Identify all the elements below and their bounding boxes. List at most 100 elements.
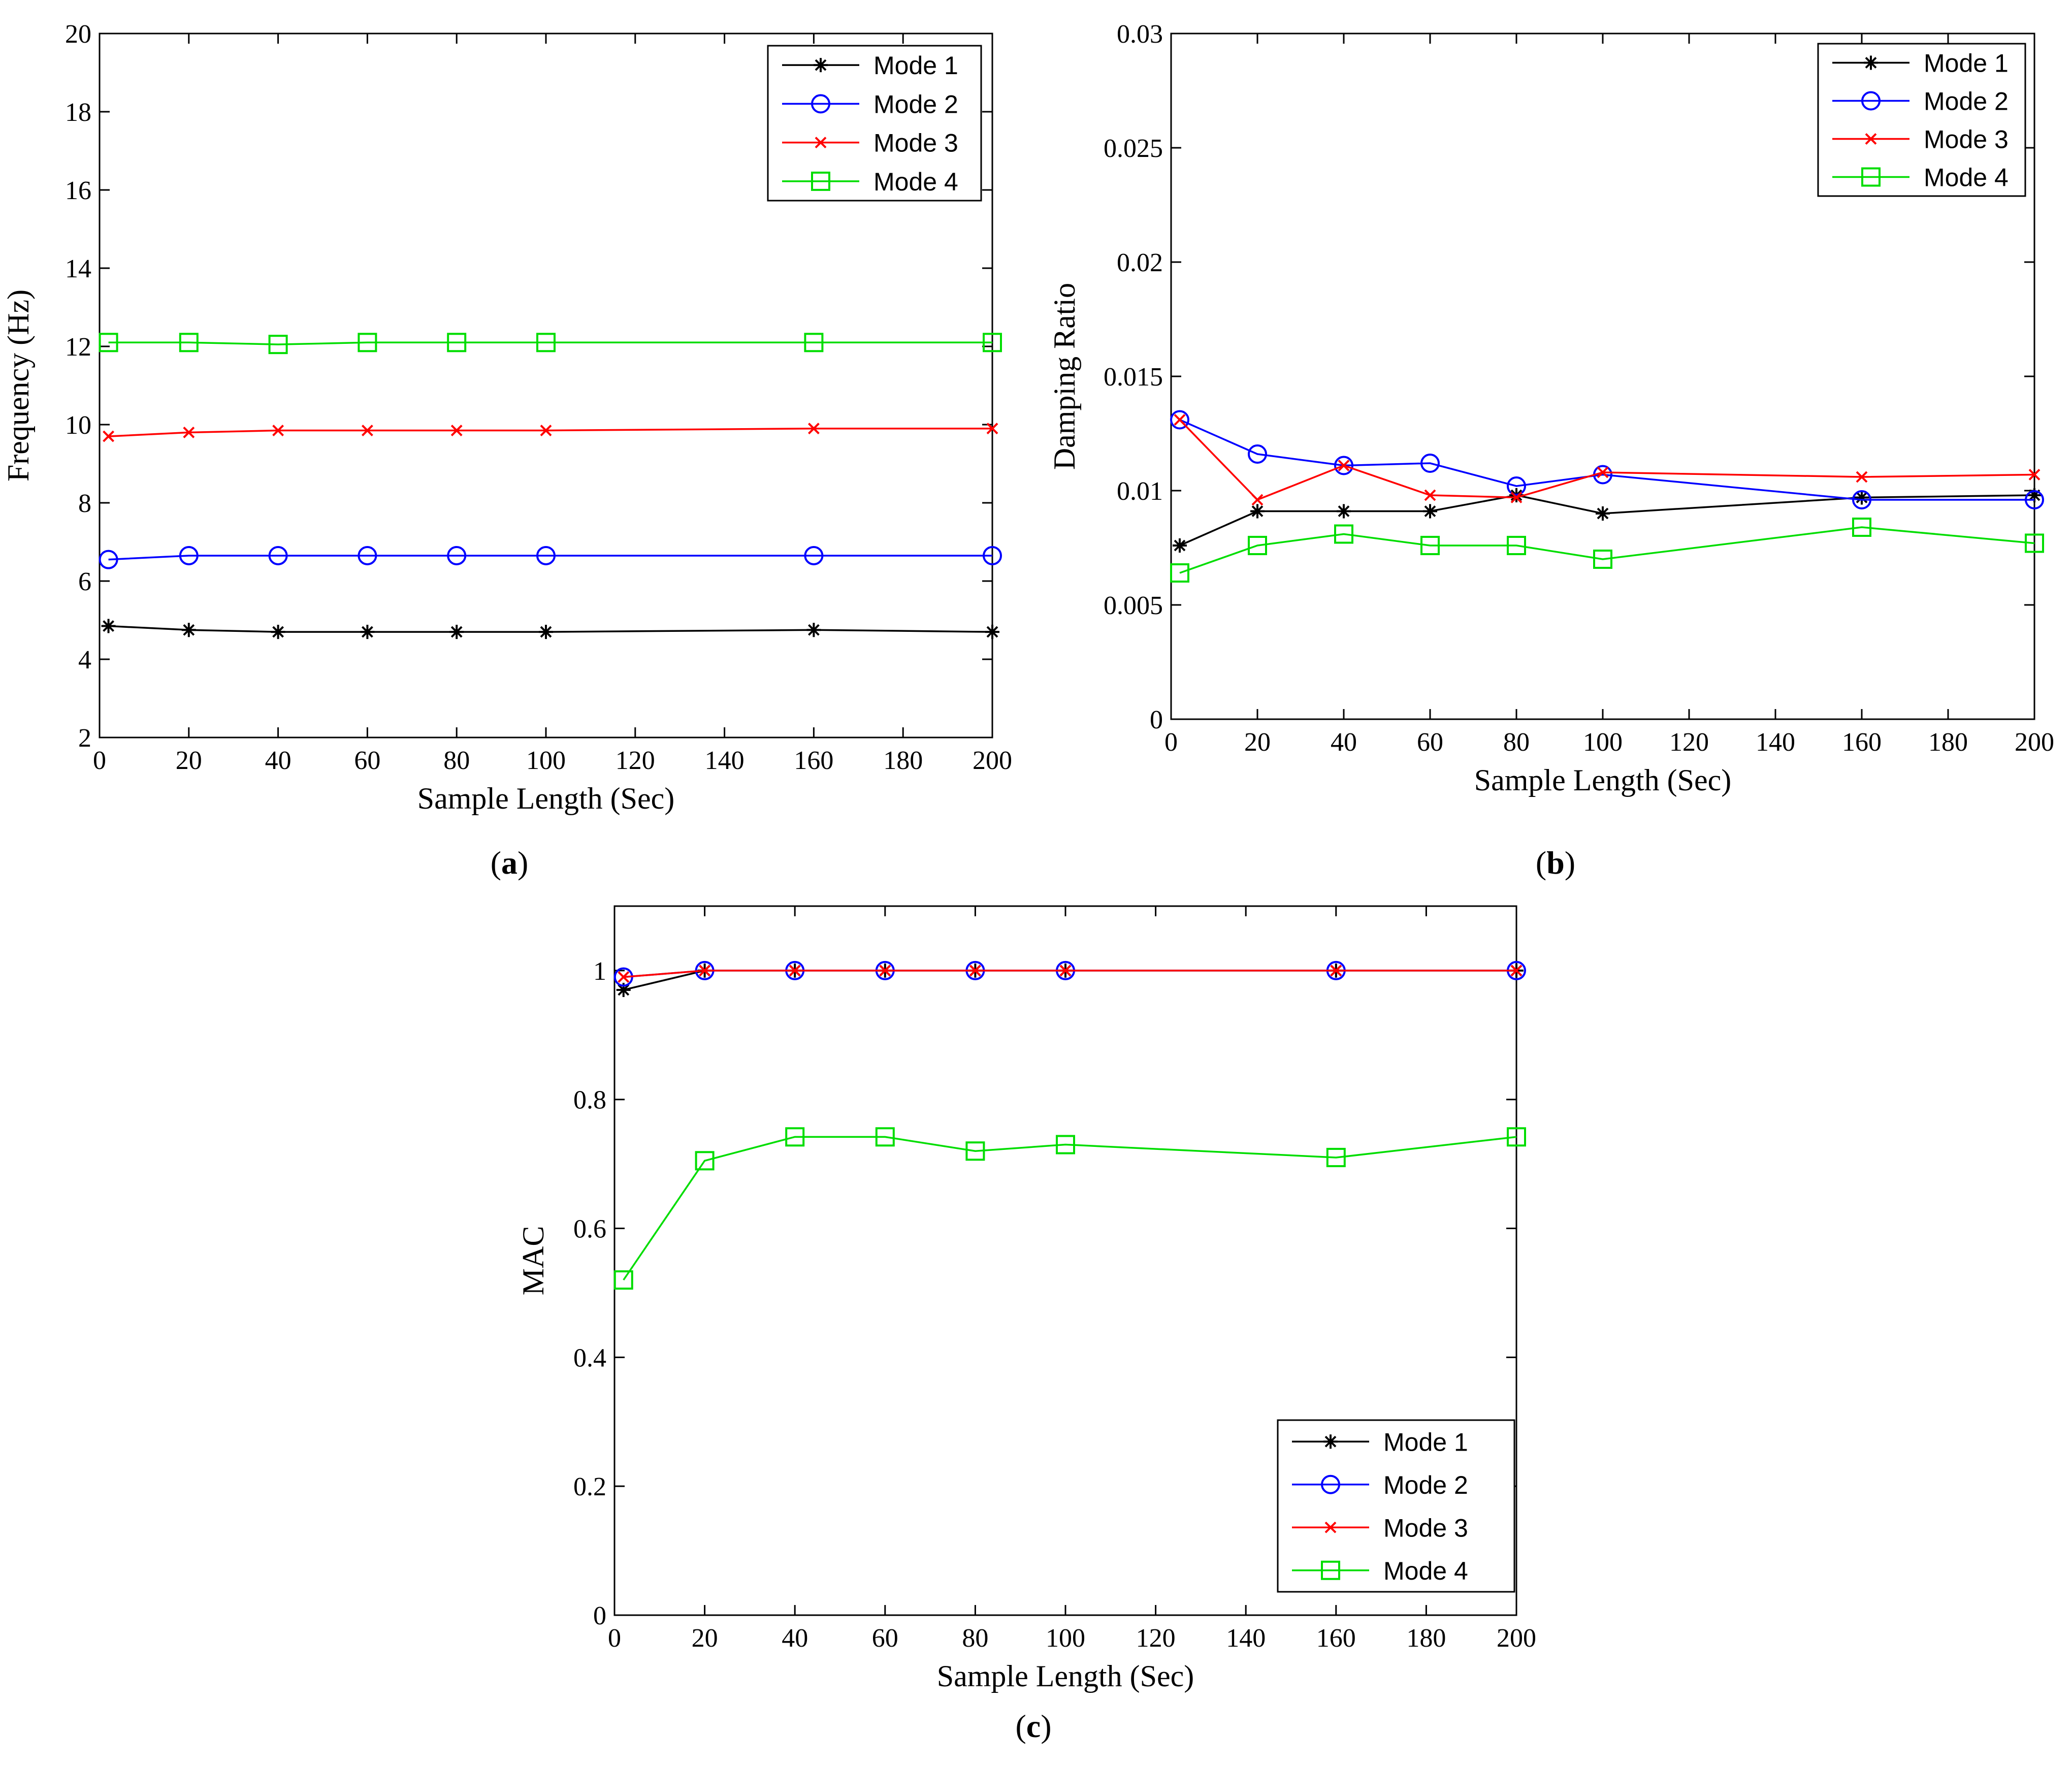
series-mode-2 — [1170, 410, 2044, 509]
x-tick-label: 120 — [1136, 1624, 1176, 1653]
y-axis-label: MAC — [516, 1226, 550, 1296]
data-point — [540, 425, 552, 436]
x-tick-label: 200 — [1497, 1624, 1536, 1653]
legend-label: Mode 1 — [1383, 1428, 1468, 1456]
data-point — [613, 1270, 633, 1290]
series-mode-3 — [618, 965, 1523, 983]
data-point — [985, 625, 999, 639]
x-tick-label: 100 — [1583, 728, 1623, 757]
data-point — [1174, 414, 1186, 426]
data-point — [1597, 466, 1609, 478]
data-point — [806, 623, 821, 637]
data-point — [536, 545, 556, 565]
data-point — [101, 619, 116, 633]
data-point — [616, 982, 631, 997]
data-point — [965, 1141, 985, 1161]
y-tick-label: 0 — [1150, 705, 1163, 734]
legend-marker — [1864, 55, 1878, 70]
data-point — [1334, 524, 1353, 544]
data-point — [268, 545, 288, 565]
data-point — [1420, 536, 1440, 555]
legend-marker — [1321, 1474, 1340, 1494]
data-point — [181, 623, 196, 637]
y-tick-label: 20 — [65, 20, 91, 49]
y-tick-label: 0.4 — [573, 1343, 606, 1372]
y-tick-label: 0.03 — [1117, 20, 1163, 49]
x-tick-label: 140 — [705, 746, 744, 775]
data-point — [1420, 454, 1440, 473]
x-axis-label: Sample Length (Sec) — [1474, 763, 1732, 797]
data-point — [1507, 1127, 1526, 1147]
legend-box — [1817, 43, 2026, 197]
data-point — [360, 625, 375, 639]
legend-marker — [1323, 1434, 1338, 1449]
data-point — [1507, 536, 1526, 555]
data-point — [2027, 488, 2042, 502]
x-tick-label: 60 — [1417, 728, 1443, 757]
y-tick-label: 18 — [65, 98, 91, 127]
data-point — [879, 965, 891, 977]
data-point — [1596, 506, 1610, 521]
x-tick-label: 180 — [1406, 1624, 1446, 1653]
legend-marker — [1324, 1521, 1337, 1533]
data-point — [1173, 538, 1187, 553]
legend-box — [1277, 1419, 1515, 1593]
series-mode-4 — [613, 1127, 1526, 1290]
legend-marker — [1861, 167, 1881, 187]
x-tick-label: 60 — [354, 746, 380, 775]
series-line — [1179, 419, 2034, 501]
x-tick-label: 20 — [176, 746, 202, 775]
legend-marker — [1865, 133, 1877, 145]
data-point — [183, 426, 195, 438]
series-mode-3 — [103, 423, 998, 442]
data-point — [272, 425, 284, 436]
legend-label: Mode 2 — [873, 90, 958, 118]
data-point — [361, 425, 373, 436]
data-point — [983, 333, 1002, 352]
data-point — [179, 333, 199, 352]
y-tick-label: 8 — [78, 489, 91, 518]
x-tick-label: 20 — [1244, 728, 1271, 757]
data-point — [1510, 965, 1523, 977]
data-point — [1334, 456, 1353, 475]
legend: Mode 1 Mode 2 Mode 3 Mode 4 — [1277, 1419, 1515, 1593]
y-tick-label: 10 — [65, 411, 91, 440]
data-point — [539, 625, 553, 639]
legend-marker — [811, 171, 830, 191]
data-point — [969, 965, 981, 977]
legend-label: Mode 3 — [873, 129, 958, 157]
data-point — [785, 1127, 805, 1147]
data-point — [807, 423, 820, 435]
data-point — [804, 545, 824, 565]
data-point — [99, 333, 118, 352]
data-point — [1248, 444, 1267, 464]
data-point — [1248, 536, 1267, 555]
x-tick-label: 0 — [93, 746, 106, 775]
legend-marker — [814, 58, 828, 73]
x-tick-label: 180 — [883, 746, 923, 775]
x-tick-label: 200 — [2015, 728, 2054, 757]
legend-label: Mode 1 — [1924, 49, 2009, 78]
series-line — [1179, 494, 2035, 547]
series-mode-1 — [101, 619, 999, 639]
data-point — [1251, 494, 1264, 506]
legend-marker — [1321, 1560, 1340, 1580]
x-tick-label: 160 — [794, 746, 833, 775]
data-point — [1056, 1135, 1075, 1154]
x-tick-label: 40 — [1331, 728, 1357, 757]
legend-label: Mode 4 — [873, 168, 958, 196]
x-tick-label: 160 — [1316, 1624, 1356, 1653]
panel-label: (b) — [1536, 845, 1575, 881]
x-tick-label: 40 — [265, 746, 292, 775]
legend-box — [767, 45, 982, 202]
data-point — [1330, 965, 1342, 977]
x-tick-label: 100 — [526, 746, 566, 775]
legend-marker — [1861, 91, 1881, 111]
data-point — [1338, 460, 1350, 471]
data-point — [450, 425, 463, 436]
y-tick-label: 0.02 — [1117, 248, 1163, 277]
data-point — [1852, 518, 1871, 537]
data-point — [1326, 1147, 1346, 1167]
y-tick-label: 0.2 — [573, 1472, 606, 1501]
panel-label: (c) — [1015, 1708, 1051, 1744]
